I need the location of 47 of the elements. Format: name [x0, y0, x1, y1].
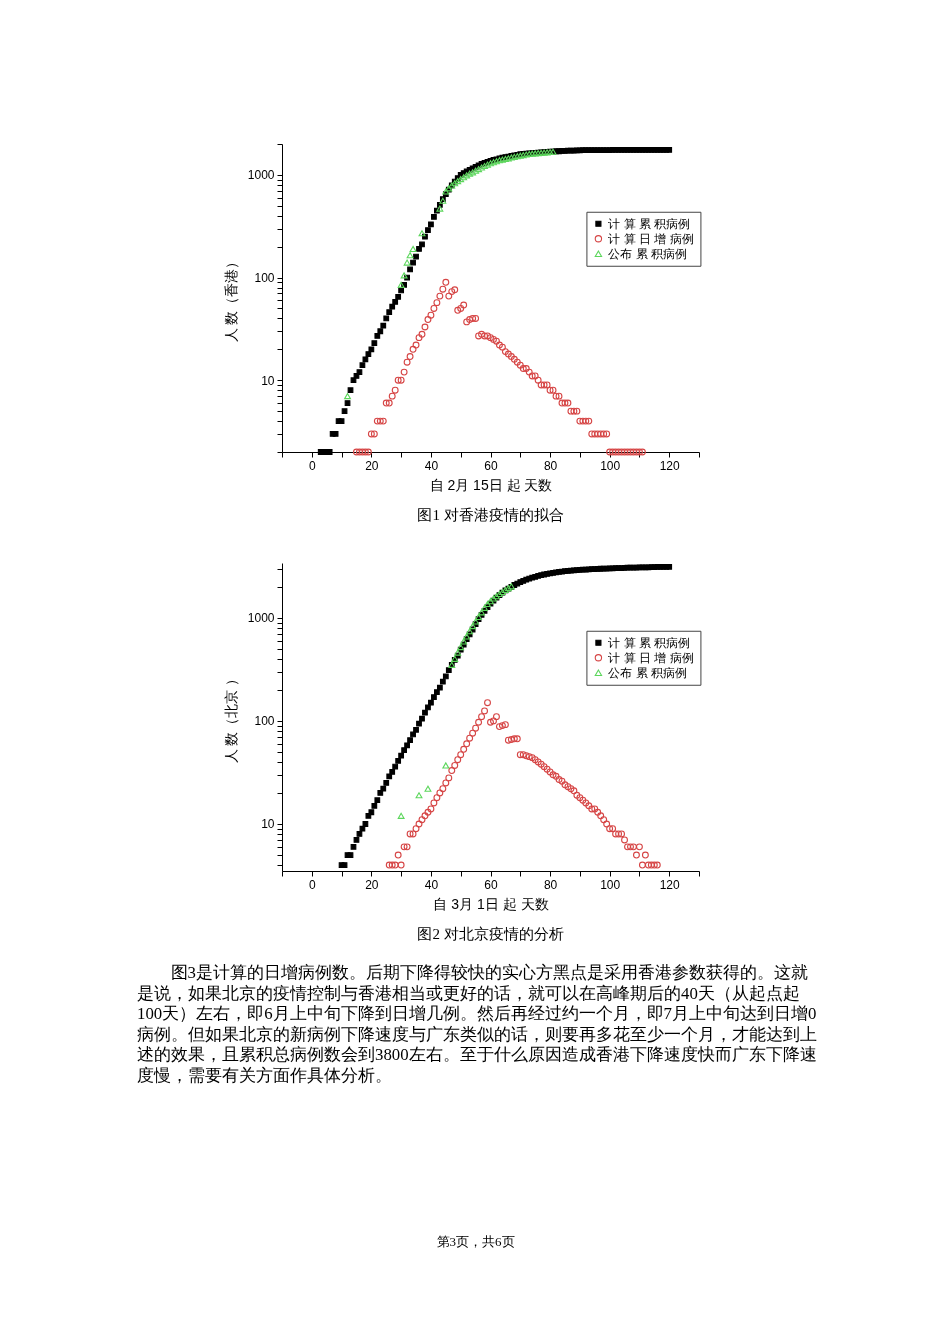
- x-axis-title: 自 2月 15日 起 天数: [429, 476, 553, 493]
- point: [406, 252, 414, 259]
- y-tick-label: 10: [261, 817, 275, 832]
- x-tick-label: 80: [543, 458, 558, 473]
- x-tick-label: 0: [308, 458, 316, 473]
- y-axis-title: 人 数（北京 ）: [222, 671, 239, 764]
- y-tick-label: 1000: [247, 168, 275, 183]
- point: [415, 792, 423, 799]
- y-tick-label: 100: [254, 271, 275, 286]
- x-axis-title: 自 3月 1日 起 天数: [433, 895, 549, 912]
- x-tick-label: 60: [484, 877, 498, 892]
- x-tick-label: 40: [424, 877, 439, 892]
- point: [397, 812, 405, 819]
- legend-label: 公布 累 积病例: [608, 246, 688, 261]
- point: [397, 281, 405, 288]
- point: [403, 259, 411, 266]
- y-tick-label: 1000: [247, 611, 275, 626]
- text: 图1 对香港疫情的拟合: [417, 507, 564, 523]
- y-axis-title: 人 数（香港）: [222, 254, 239, 343]
- point: [418, 230, 426, 237]
- point: [344, 393, 351, 400]
- legend-label: 计 算 日 增 病例: [608, 231, 694, 246]
- x-tick-label: 0: [308, 877, 316, 892]
- x-tick-label: 120: [659, 877, 681, 892]
- x-tick-label: 60: [484, 458, 498, 473]
- point: [463, 172, 471, 179]
- y-tick-label: 100: [254, 714, 275, 729]
- caption: 图3是计算的日增病例数。后期下降得较快的实心方黑点是采用香港参数获得的。这就是说，如果北京的疫情控制与香港相当或更好的话，就可以在高峰期后的40天（从起点起100天）左右，即6月上中旬下降到日增几例。然后再经过约一个月，即7月上中旬达到日增0病例。但如果北京的新病例下降速度与广东类似的话，则要再多花至少一个月，才能达到上述的效果，且累积总病例数会到3800左右。至于什么原因造成香港下降速度快而广东下降速度慢，需要有关方面作具体分析。: [137, 963, 817, 1085]
- x-tick-label: 40: [424, 458, 439, 473]
- text: 图2 对北京疫情的分析: [417, 926, 564, 942]
- y-tick-label: 10: [261, 373, 275, 388]
- x-tick-label: 80: [543, 877, 558, 892]
- point: [400, 272, 408, 279]
- x-tick-label: 100: [600, 877, 621, 892]
- legend-label: 公布 累 积病例: [608, 665, 688, 680]
- point: [409, 245, 417, 253]
- point: [442, 762, 450, 769]
- point: [436, 205, 444, 212]
- legend-label: 计 算 累 积病例: [608, 216, 691, 231]
- legend-label: 计 算 日 增 病例: [608, 650, 694, 665]
- point: [424, 785, 432, 792]
- x-tick-label: 20: [365, 877, 379, 892]
- x-tick-label: 100: [600, 458, 621, 473]
- legend-label: 计 算 累 积病例: [608, 635, 691, 650]
- text: 第3页，共6页: [436, 1234, 515, 1249]
- x-tick-label: 20: [365, 458, 379, 473]
- x-tick-label: 120: [659, 458, 681, 473]
